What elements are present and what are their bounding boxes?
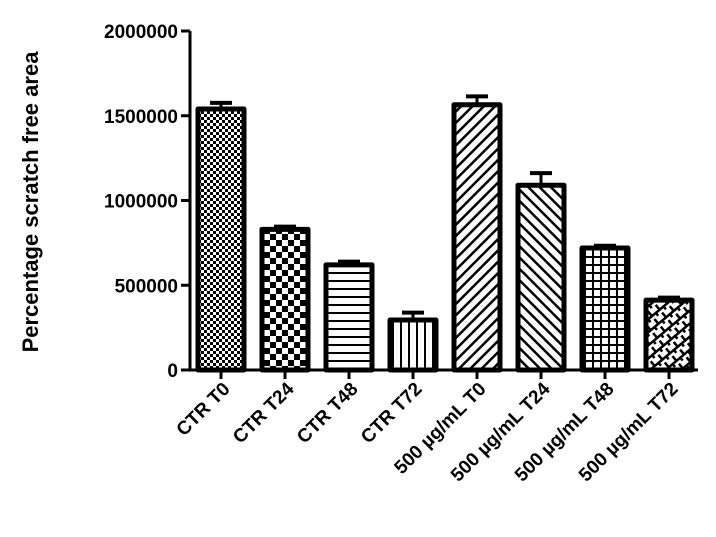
bar	[387, 317, 439, 373]
bar	[195, 106, 247, 373]
bar-group	[643, 295, 695, 373]
bar-group	[323, 259, 375, 373]
bar	[259, 226, 311, 373]
bar-group	[195, 100, 247, 373]
y-axis: 0 500000 1000000 1500000 2000000	[104, 22, 192, 382]
bar-group	[515, 171, 567, 373]
y-tick-label: 500000	[115, 276, 178, 297]
bar-group	[259, 224, 311, 373]
y-axis-title: Percentage scratch free area	[18, 51, 43, 353]
bar	[323, 262, 375, 373]
bar	[515, 182, 567, 373]
bar	[643, 297, 695, 373]
x-tick-label: CTR T48	[293, 379, 362, 448]
y-tick-label: 2000000	[104, 22, 178, 43]
bars	[195, 94, 695, 373]
x-tick-label: CTR T24	[229, 378, 299, 448]
y-tick-label: 1500000	[104, 107, 178, 128]
bar	[451, 102, 503, 373]
bar-group	[579, 243, 631, 373]
bar	[579, 245, 631, 373]
y-tick-label: 1000000	[104, 192, 178, 213]
y-tick-label: 0	[167, 361, 178, 382]
bar-group	[451, 94, 503, 373]
bar-group	[387, 310, 439, 373]
x-tick-label: CTR T0	[173, 379, 235, 441]
